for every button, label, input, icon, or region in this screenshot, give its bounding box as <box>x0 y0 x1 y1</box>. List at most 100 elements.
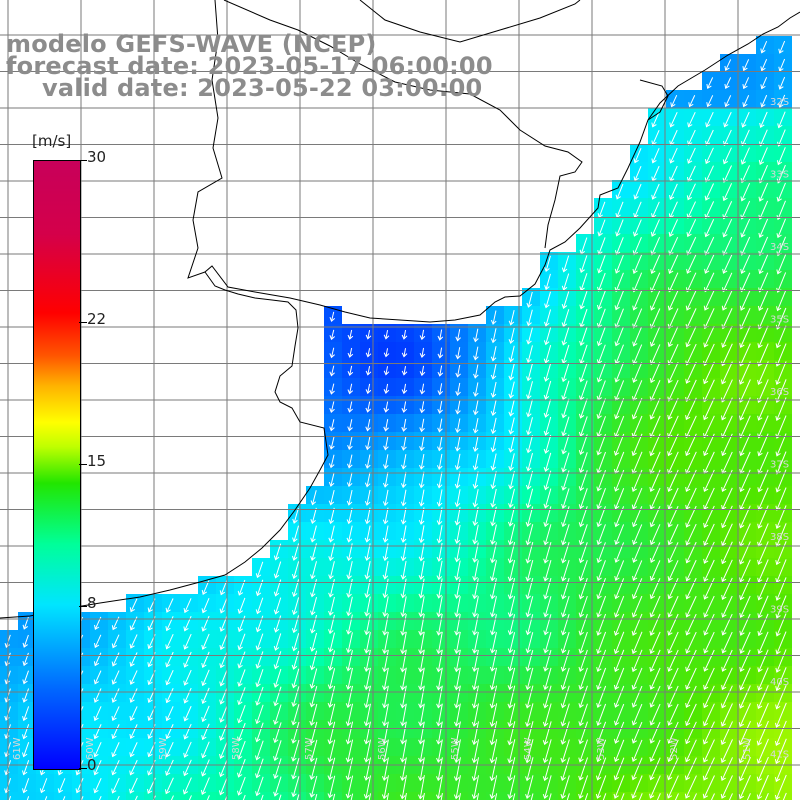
wind-arrow <box>597 578 606 599</box>
wind-arrow-head <box>327 757 334 763</box>
wind-arrow <box>275 633 282 651</box>
wind-arrow <box>598 219 606 236</box>
wind-arrow <box>758 541 769 565</box>
wind-arrow <box>544 614 552 635</box>
wind-arrow <box>652 165 660 181</box>
wind-arrow-head <box>400 593 407 599</box>
wind-arrow-head <box>507 703 514 709</box>
wind-arrow <box>260 794 264 800</box>
wind-arrow-head <box>21 770 28 776</box>
wind-arrow <box>256 686 264 706</box>
wind-arrow-head <box>273 719 279 725</box>
wind-arrow-head <box>739 559 745 565</box>
wind-arrow <box>721 541 733 564</box>
wind-arrow <box>579 488 588 509</box>
wind-arrow <box>545 309 552 327</box>
wind-arrow <box>614 703 625 726</box>
wind-arrow-head <box>328 500 335 506</box>
wind-arrow <box>562 452 570 472</box>
wind-arrow-head <box>418 464 425 470</box>
wind-arrow <box>366 561 371 579</box>
wind-arrow-head <box>613 793 619 799</box>
wind-arrow <box>776 325 787 348</box>
wind-arrow-head <box>490 410 497 416</box>
wind-arrow-head <box>365 426 371 432</box>
wind-arrow <box>692 793 697 800</box>
wind-arrow-head <box>200 789 207 795</box>
wind-arrow <box>419 775 425 799</box>
wind-arrow-head <box>775 469 781 475</box>
wind-arrow-head <box>237 608 244 614</box>
wind-arrow-head <box>201 753 207 759</box>
wind-arrow <box>545 327 552 345</box>
wind-arrow-head <box>382 649 388 655</box>
wind-arrow-head <box>472 502 479 508</box>
wind-arrow-head <box>399 794 406 800</box>
wind-arrow <box>597 308 606 328</box>
wind-arrow-head <box>507 722 513 728</box>
wind-arrow <box>686 343 697 366</box>
wind-arrow <box>491 721 498 745</box>
wind-arrow <box>509 632 516 653</box>
wind-arrow <box>721 775 733 799</box>
wind-arrow-head <box>254 755 261 761</box>
wind-arrow-head <box>255 573 262 579</box>
wind-arrow <box>310 686 318 707</box>
wind-arrow <box>704 325 715 348</box>
wind-arrow <box>615 595 625 618</box>
wind-arrow <box>721 343 733 366</box>
wind-arrow-head <box>364 574 371 580</box>
wind-arrow <box>438 578 443 599</box>
wind-arrow-head <box>347 371 354 377</box>
wind-arrow <box>614 739 625 762</box>
wind-arrow-head <box>740 232 746 238</box>
wind-arrow <box>329 614 335 634</box>
wind-arrow-head <box>147 625 153 631</box>
wind-arrow <box>130 652 138 667</box>
wind-arrow <box>668 487 679 510</box>
wind-arrow-head <box>578 666 584 672</box>
wind-arrow-head <box>382 537 389 543</box>
wind-arrow-head <box>508 320 515 326</box>
wind-arrow-head <box>525 612 532 618</box>
wind-arrow <box>580 290 588 309</box>
wind-arrow <box>687 183 696 200</box>
wind-arrow <box>703 757 715 781</box>
wind-arrow-head <box>111 734 117 740</box>
wind-arrow-head <box>703 684 709 690</box>
wind-arrow <box>743 59 750 71</box>
wind-arrow-head <box>613 486 620 492</box>
wind-arrow-head <box>543 466 550 473</box>
wind-arrow-head <box>578 793 584 799</box>
wind-arrow-head <box>236 754 243 760</box>
wind-arrow-head <box>471 776 478 782</box>
wind-arrow <box>492 381 497 398</box>
wind-arrow <box>650 451 661 474</box>
wind-arrow-head <box>455 372 461 378</box>
field-cell <box>684 792 702 800</box>
wind-arrow <box>597 757 607 780</box>
wind-arrow-head <box>437 335 444 341</box>
wind-arrow <box>130 706 138 721</box>
wind-arrow <box>614 757 625 780</box>
wind-arrow-head <box>165 716 171 722</box>
wind-arrow <box>347 632 353 653</box>
wind-arrow <box>620 793 625 800</box>
wind-arrow-head <box>418 776 424 782</box>
wind-arrow-head <box>381 776 388 781</box>
wind-arrow <box>597 451 607 473</box>
wind-arrow-head <box>365 370 372 376</box>
wind-arrow-head <box>328 463 335 469</box>
wind-arrow-head <box>631 414 638 420</box>
wind-arrow <box>420 489 425 506</box>
wind-arrow <box>614 469 625 492</box>
wind-arrow-head <box>291 792 297 798</box>
wind-arrow <box>455 596 461 617</box>
wind-arrow-head <box>418 556 425 562</box>
wind-arrow <box>685 451 697 474</box>
lat-label: 36S <box>770 387 789 398</box>
wind-arrow-head <box>739 666 745 673</box>
wind-arrow <box>383 703 389 726</box>
wind-arrow <box>331 329 335 340</box>
wind-arrow-head <box>129 770 135 776</box>
